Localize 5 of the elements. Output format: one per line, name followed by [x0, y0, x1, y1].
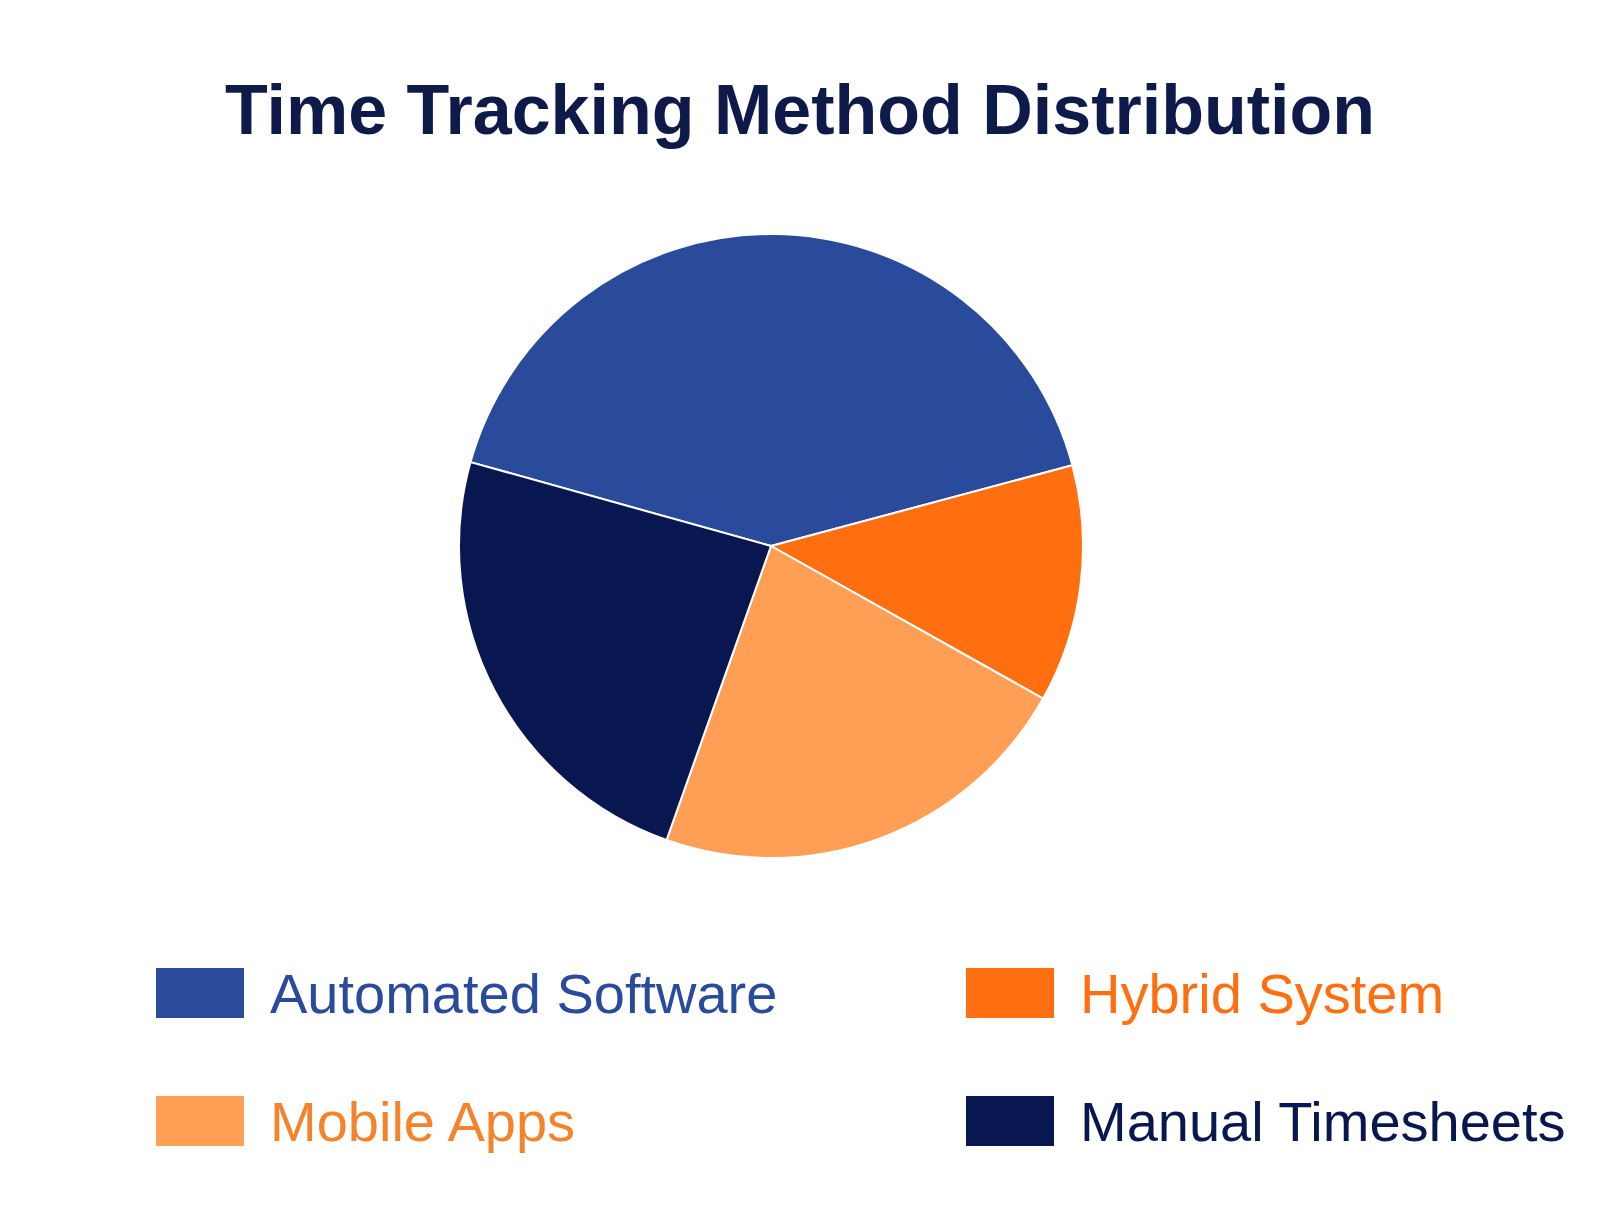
legend-label: Automated Software: [270, 960, 778, 1026]
legend-label: Hybrid System: [1080, 960, 1445, 1026]
legend-label: Manual Timesheets: [1080, 1088, 1566, 1154]
legend-label: Mobile Apps: [270, 1088, 576, 1154]
chart-title: Time Tracking Method Distribution: [224, 70, 1376, 150]
